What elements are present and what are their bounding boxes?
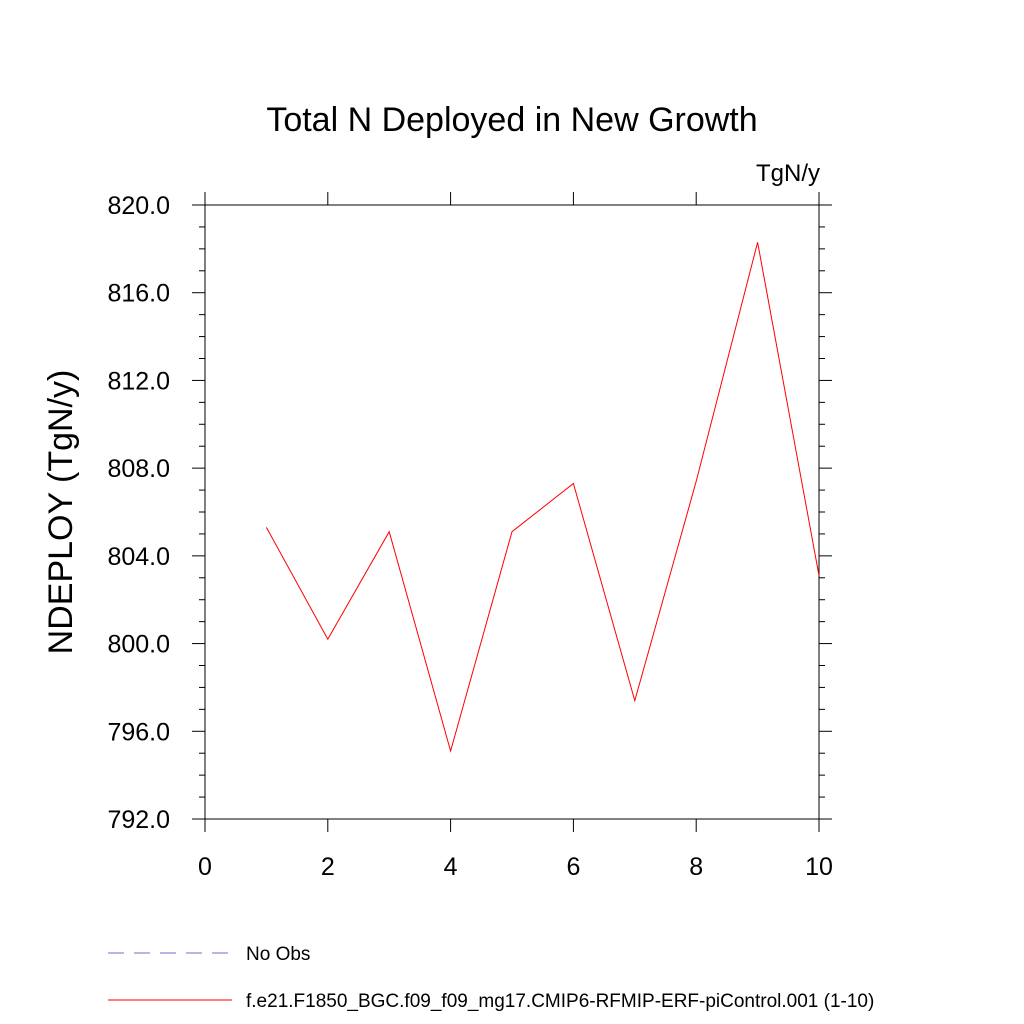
x-tick-label: 0: [198, 853, 212, 881]
y-tick-label: 808.0: [107, 455, 170, 483]
x-tick-label: 10: [805, 853, 833, 881]
x-tick-label: 2: [321, 853, 335, 881]
x-tick-label: 6: [566, 853, 580, 881]
units-label: TgN/y: [756, 160, 820, 187]
y-tick-label: 800.0: [107, 631, 170, 659]
x-tick-label: 8: [689, 853, 703, 881]
series-layer: [265, 242, 820, 753]
y-tick-label: 820.0: [107, 192, 170, 220]
y-tick-label: 812.0: [107, 367, 170, 395]
y-tick-label: 792.0: [107, 806, 170, 834]
y-axis-label: NDEPLOY (TgN/y): [42, 370, 80, 655]
x-tick-label: 4: [444, 853, 458, 881]
legend-label: f.e21.F1850_BGC.f09_f09_mg17.CMIP6-RFMIP…: [246, 991, 874, 1012]
axis-tick-labels: 0 2 4 6 8 10 792.0 796.0 800.0 804.0 808.0 812.0 816…: [107, 192, 832, 881]
axis-ticks: [192, 192, 832, 832]
y-tick-label: 804.0: [107, 543, 170, 571]
legend: No Obs f.e21.F1850_BGC.f09_f09_mg17.CMIP6…: [108, 944, 874, 1012]
y-tick-label: 796.0: [107, 718, 170, 746]
legend-label: No Obs: [246, 944, 310, 965]
series-line: [265, 242, 820, 753]
chart-title: Total N Deployed in New Growth: [266, 101, 757, 139]
plot-frame: [204, 204, 820, 820]
y-tick-label: 816.0: [107, 280, 170, 308]
